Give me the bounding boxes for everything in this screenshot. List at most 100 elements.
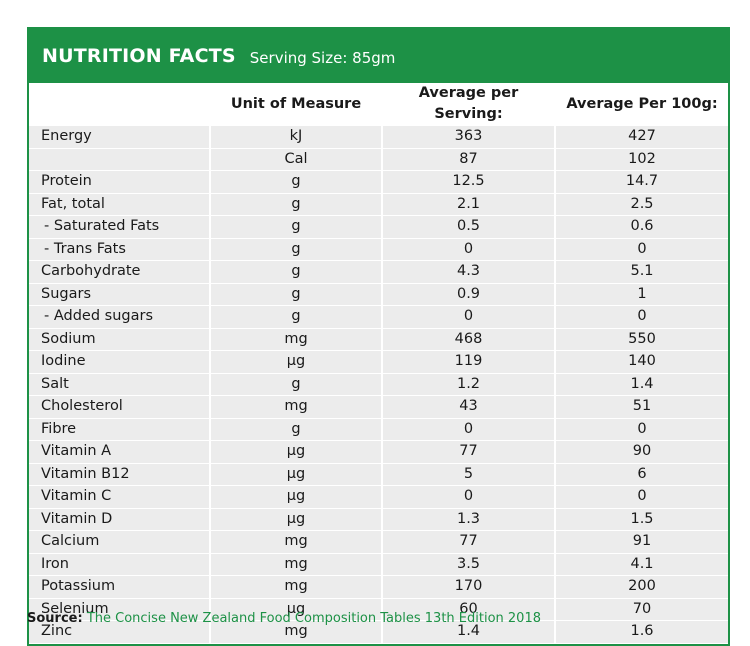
per-serving-cell: 0 [383, 238, 556, 261]
per-100g-cell: 0 [556, 486, 728, 509]
per-serving-cell: 0.9 [383, 283, 556, 306]
nutrient-name-cell: Vitamin A [29, 441, 211, 464]
nutrient-name-cell: Iron [29, 553, 211, 576]
per-serving-cell: 1.3 [383, 508, 556, 531]
per-100g-cell: 5.1 [556, 261, 728, 284]
unit-cell: g [211, 238, 383, 261]
unit-cell: mg [211, 328, 383, 351]
per-100g-cell: 0 [556, 418, 728, 441]
table-row: - Trans Fats g 0 0 [29, 238, 728, 261]
table-row: Fat, total g 2.1 2.5 [29, 193, 728, 216]
per-100g-cell: 1.4 [556, 373, 728, 396]
nutrient-name-cell: Calcium [29, 531, 211, 554]
nutrient-name-cell: Fat, total [29, 193, 211, 216]
nutrition-facts-panel: NUTRITION FACTS Serving Size: 85gm Unit … [27, 27, 730, 646]
per-serving-cell: 0 [383, 306, 556, 329]
table-row: Cal 87 102 [29, 148, 728, 171]
per-serving-cell: 1.2 [383, 373, 556, 396]
per-serving-cell: 5 [383, 463, 556, 486]
table-row: Cholesterol mg 43 51 [29, 396, 728, 419]
column-header-per-100g: Average Per 100g: [556, 83, 728, 126]
nutrition-table: Unit of Measure Average per Serving: Ave… [29, 83, 728, 644]
per-100g-cell: 140 [556, 351, 728, 374]
table-row: Salt g 1.2 1.4 [29, 373, 728, 396]
per-serving-cell: 0.5 [383, 216, 556, 239]
panel-title: NUTRITION FACTS [42, 45, 236, 67]
unit-cell: mg [211, 576, 383, 599]
panel-header: NUTRITION FACTS Serving Size: 85gm [29, 29, 728, 83]
unit-cell: Cal [211, 148, 383, 171]
unit-cell: kJ [211, 126, 383, 149]
nutrient-name-cell: Vitamin D [29, 508, 211, 531]
unit-cell: µg [211, 441, 383, 464]
unit-cell: g [211, 261, 383, 284]
nutrient-name-cell: - Trans Fats [29, 238, 211, 261]
per-100g-cell: 0 [556, 238, 728, 261]
per-100g-cell: 1.5 [556, 508, 728, 531]
nutrient-name-cell: Sodium [29, 328, 211, 351]
source-text: The Concise New Zealand Food Composition… [86, 611, 541, 626]
table-row: Protein g 12.5 14.7 [29, 171, 728, 194]
per-100g-cell: 0 [556, 306, 728, 329]
per-100g-cell: 200 [556, 576, 728, 599]
nutrient-name-cell: Cholesterol [29, 396, 211, 419]
nutrient-name-cell: Vitamin B12 [29, 463, 211, 486]
unit-cell: g [211, 216, 383, 239]
unit-cell: g [211, 306, 383, 329]
table-row: Sugars g 0.9 1 [29, 283, 728, 306]
nutrient-name-cell: Carbohydrate [29, 261, 211, 284]
column-header-per-serving: Average per Serving: [383, 83, 556, 126]
serving-size: Serving Size: 85gm [249, 48, 396, 67]
per-serving-cell: 4.3 [383, 261, 556, 284]
per-100g-cell: 6 [556, 463, 728, 486]
per-serving-cell: 60 [383, 598, 556, 621]
table-row: Potassium mg 170 200 [29, 576, 728, 599]
per-100g-cell: 91 [556, 531, 728, 554]
unit-cell: g [211, 171, 383, 194]
column-header-nutrient [29, 83, 211, 126]
table-body: Energy kJ 363 427 Cal 87 102 Protein g 12.5 14.7 Fa… [29, 126, 728, 644]
nutrient-name-cell: Iodine [29, 351, 211, 374]
table-row: - Added sugars g 0 0 [29, 306, 728, 329]
per-serving-cell: 0 [383, 418, 556, 441]
source-note: Source: The Concise New Zealand Food Com… [27, 611, 541, 626]
per-100g-cell: 0.6 [556, 216, 728, 239]
nutrient-name-cell: Salt [29, 373, 211, 396]
unit-cell: µg [211, 463, 383, 486]
table-row: Selenium µg 60 70 [29, 598, 728, 621]
per-serving-cell: 468 [383, 328, 556, 351]
nutrient-name-cell: Sugars [29, 283, 211, 306]
nutrient-name-cell: Energy [29, 126, 211, 149]
unit-cell: µg [211, 486, 383, 509]
nutrient-name-cell: Fibre [29, 418, 211, 441]
per-serving-cell: 12.5 [383, 171, 556, 194]
unit-cell: g [211, 283, 383, 306]
unit-cell: g [211, 193, 383, 216]
table-row: Fibre g 0 0 [29, 418, 728, 441]
nutrient-name-cell: - Saturated Fats [29, 216, 211, 239]
per-serving-cell: 0 [383, 486, 556, 509]
unit-cell: µg [211, 508, 383, 531]
per-serving-cell: 119 [383, 351, 556, 374]
per-100g-cell: 70 [556, 598, 728, 621]
nutrition-table-wrap: Unit of Measure Average per Serving: Ave… [29, 83, 728, 644]
per-100g-cell: 1 [556, 283, 728, 306]
table-row: Carbohydrate g 4.3 5.1 [29, 261, 728, 284]
per-serving-cell: 77 [383, 441, 556, 464]
table-row: Calcium mg 77 91 [29, 531, 728, 554]
table-row: Iron mg 3.5 4.1 [29, 553, 728, 576]
per-serving-cell: 2.1 [383, 193, 556, 216]
nutrient-name-cell [29, 148, 211, 171]
column-header-unit: Unit of Measure [211, 83, 383, 126]
per-100g-cell: 90 [556, 441, 728, 464]
table-row: Vitamin B12 µg 5 6 [29, 463, 728, 486]
unit-cell: mg [211, 531, 383, 554]
unit-cell: mg [211, 553, 383, 576]
unit-cell: g [211, 373, 383, 396]
source-label: Source: [27, 611, 83, 626]
unit-cell: µg [211, 351, 383, 374]
nutrient-name-cell: - Added sugars [29, 306, 211, 329]
